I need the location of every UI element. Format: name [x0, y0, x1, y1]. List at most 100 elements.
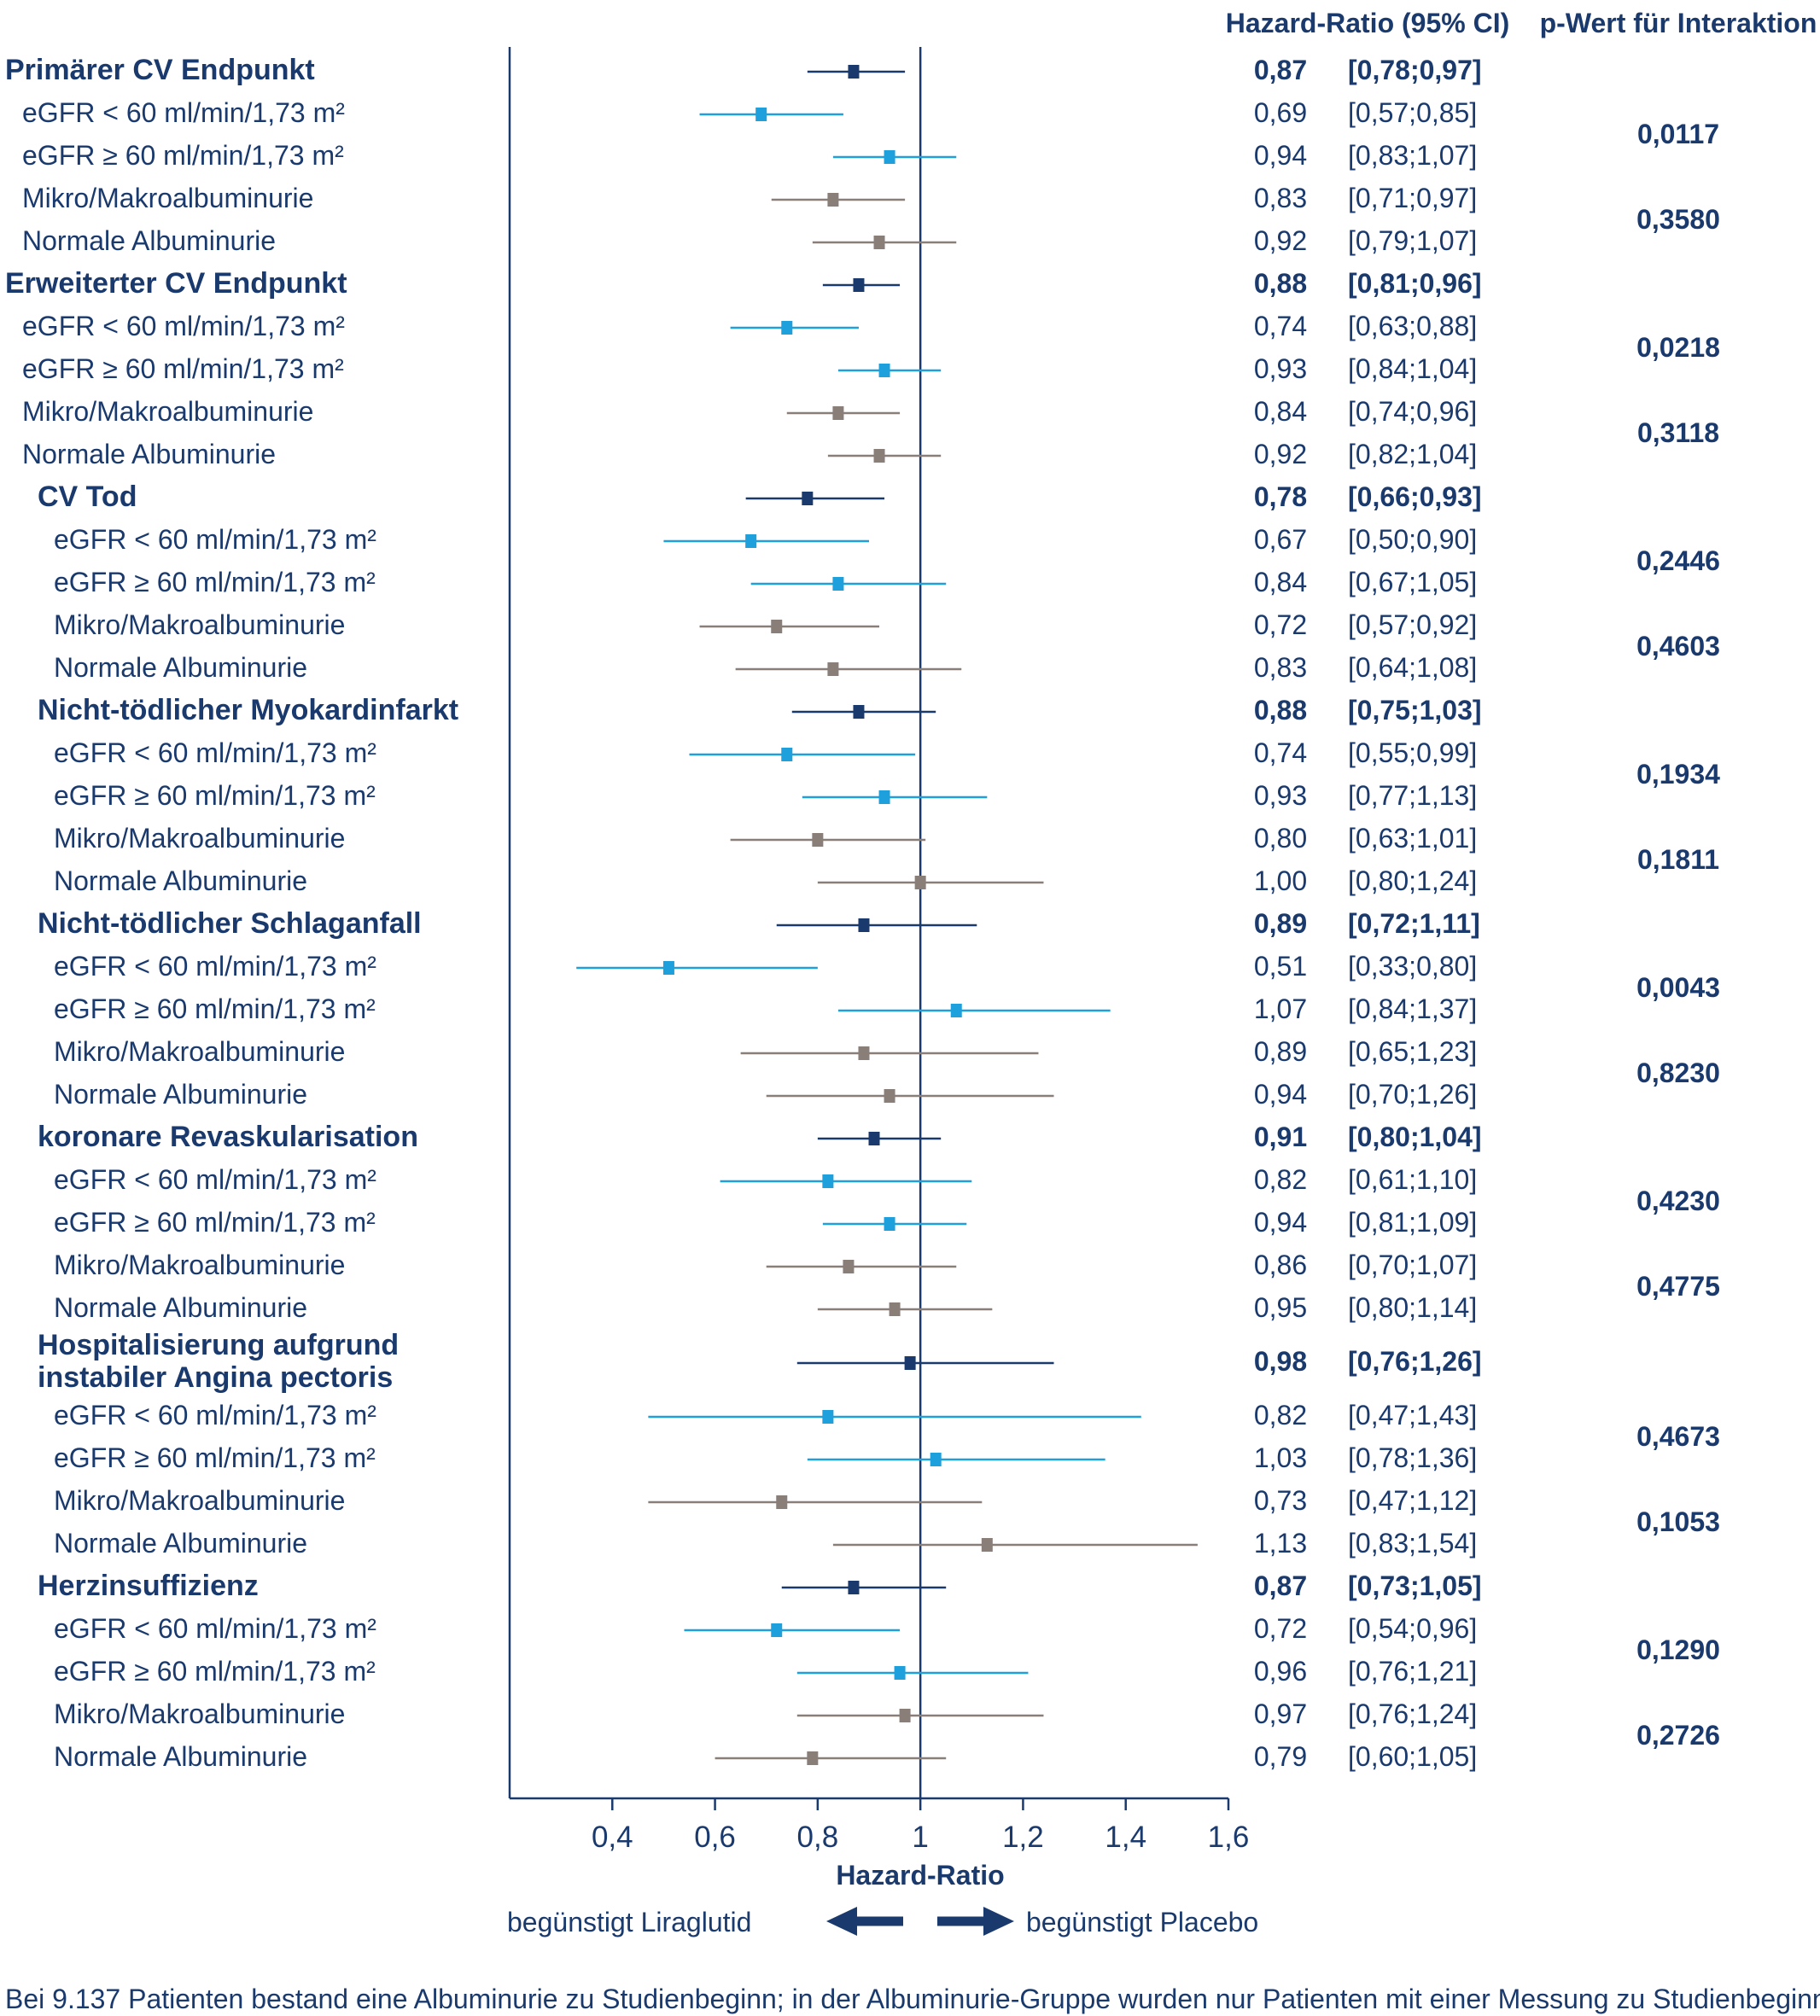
ci-value: [0,74;0,96] — [1348, 396, 1477, 427]
plot-axes — [508, 47, 1230, 1810]
p-value: 0,3580 — [1636, 204, 1720, 235]
hr-value: 0,51 — [1254, 951, 1307, 982]
ci-value: [0,64;1,08] — [1348, 652, 1477, 683]
x-tick-label: 1,2 — [1002, 1821, 1044, 1854]
row-label: Primärer CV Endpunkt — [5, 54, 315, 86]
row-label: eGFR < 60 ml/min/1,73 m² — [54, 524, 376, 555]
hr-value: 0,84 — [1254, 567, 1307, 597]
hr-value: 0,74 — [1254, 311, 1307, 341]
ci-value: [0,84;1,37] — [1348, 993, 1477, 1024]
hr-point — [878, 364, 890, 377]
row-label: eGFR ≥ 60 ml/min/1,73 m² — [22, 140, 344, 171]
hr-point — [822, 1410, 834, 1424]
row-label: Mikro/Makroalbuminurie — [54, 609, 345, 640]
hr-value: 0,86 — [1254, 1250, 1307, 1280]
hr-point — [827, 662, 839, 676]
hr-point — [914, 876, 926, 889]
p-value: 0,3118 — [1637, 417, 1719, 448]
row-label: eGFR ≥ 60 ml/min/1,73 m² — [22, 353, 344, 384]
ci-value: [0,81;0,96] — [1348, 268, 1482, 299]
hr-value: 0,94 — [1254, 1207, 1307, 1238]
hr-value: 0,87 — [1254, 1570, 1307, 1601]
hr-value: 0,89 — [1254, 1036, 1307, 1067]
hr-value: 1,03 — [1254, 1442, 1307, 1473]
row-label: Normale Albuminurie — [54, 865, 307, 896]
row-label: CV Tod — [38, 481, 137, 513]
row-label: Normale Albuminurie — [22, 439, 276, 469]
hr-value: 0,92 — [1254, 439, 1307, 469]
hr-value: 0,78 — [1254, 481, 1307, 512]
favors-placebo-arrow-icon — [937, 1907, 1014, 1936]
hr-point — [822, 1174, 834, 1188]
ci-value: [0,50;0,90] — [1348, 524, 1477, 555]
ci-value: [0,76;1,21] — [1348, 1656, 1477, 1687]
p-value-header: p-Wert für Interaktion — [1540, 8, 1817, 38]
ci-value: [0,76;1,26] — [1348, 1346, 1482, 1377]
row-label: eGFR < 60 ml/min/1,73 m² — [54, 951, 376, 982]
ci-value: [0,83;1,54] — [1348, 1528, 1477, 1559]
row-label: eGFR ≥ 60 ml/min/1,73 m² — [54, 780, 376, 811]
favors-liraglutide-label: begünstigt Liraglutid — [507, 1907, 751, 1937]
row-label: Normale Albuminurie — [54, 1528, 307, 1559]
ci-value: [0,57;0,85] — [1348, 97, 1477, 128]
hr-value: 1,07 — [1254, 993, 1307, 1024]
hr-value: 0,72 — [1254, 1613, 1307, 1644]
hr-value: 0,94 — [1254, 1079, 1307, 1110]
p-value: 0,4230 — [1636, 1186, 1720, 1216]
row-label: instabiler Angina pectoris — [38, 1361, 393, 1394]
ci-value: [0,57;0,92] — [1348, 609, 1477, 640]
ci-value: [0,76;1,24] — [1348, 1698, 1477, 1729]
hr-point — [884, 1089, 895, 1103]
row-label: Erweiterter CV Endpunkt — [5, 267, 347, 300]
row-label: eGFR < 60 ml/min/1,73 m² — [22, 97, 345, 128]
ci-value: [0,80;1,24] — [1348, 865, 1477, 896]
hr-point — [848, 65, 860, 79]
hr-value: 0,67 — [1254, 524, 1307, 555]
hr-point — [745, 534, 757, 548]
ci-value: [0,71;0,97] — [1348, 183, 1477, 213]
hr-point — [868, 1132, 880, 1145]
hr-value: 0,87 — [1254, 55, 1307, 85]
ci-value: [0,79;1,07] — [1348, 225, 1477, 256]
hr-value: 0,92 — [1254, 225, 1307, 256]
row-label: eGFR ≥ 60 ml/min/1,73 m² — [54, 993, 376, 1024]
p-value: 0,0043 — [1636, 972, 1720, 1003]
hr-point — [884, 1217, 895, 1231]
ci-value: [0,54;0,96] — [1348, 1613, 1477, 1644]
ci-value: [0,73;1,05] — [1348, 1570, 1482, 1601]
p-value: 0,1811 — [1637, 844, 1719, 875]
row-label: eGFR ≥ 60 ml/min/1,73 m² — [54, 1442, 376, 1473]
ci-value: [0,60;1,05] — [1348, 1741, 1477, 1772]
hr-ci-header: Hazard-Ratio (95% CI) — [1226, 8, 1510, 38]
hr-point — [781, 321, 793, 335]
ci-value: [0,81;1,09] — [1348, 1207, 1477, 1238]
hr-value: 0,83 — [1254, 183, 1307, 213]
hr-point — [930, 1453, 942, 1466]
row-label: koronare Revaskularisation — [38, 1121, 418, 1153]
hr-point — [981, 1538, 993, 1552]
ci-value: [0,84;1,04] — [1348, 353, 1477, 384]
hr-point — [873, 449, 885, 463]
row-label: Mikro/Makroalbuminurie — [54, 823, 345, 854]
hr-value: 0,84 — [1254, 396, 1307, 427]
ci-value: [0,80;1,04] — [1348, 1122, 1482, 1152]
row-label: eGFR < 60 ml/min/1,73 m² — [54, 1164, 376, 1195]
p-value: 0,0117 — [1637, 119, 1719, 149]
ci-value: [0,83;1,07] — [1348, 140, 1477, 171]
p-value: 0,0218 — [1636, 332, 1720, 363]
hr-value: 0,93 — [1254, 353, 1307, 384]
ci-value: [0,67;1,05] — [1348, 567, 1477, 597]
ci-value: [0,63;0,88] — [1348, 311, 1477, 341]
hr-point — [878, 790, 890, 804]
hr-point — [662, 961, 674, 975]
ci-value: [0,80;1,14] — [1348, 1292, 1477, 1323]
row-label: Normale Albuminurie — [54, 652, 307, 683]
p-value: 0,4673 — [1636, 1421, 1720, 1452]
ci-value: [0,82;1,04] — [1348, 439, 1477, 469]
hr-point — [884, 150, 895, 164]
ci-value: [0,75;1,03] — [1348, 695, 1482, 725]
ci-value: [0,78;0,97] — [1348, 55, 1482, 85]
hr-value: 0,88 — [1254, 695, 1307, 725]
x-tick-label: 0,8 — [797, 1821, 839, 1854]
